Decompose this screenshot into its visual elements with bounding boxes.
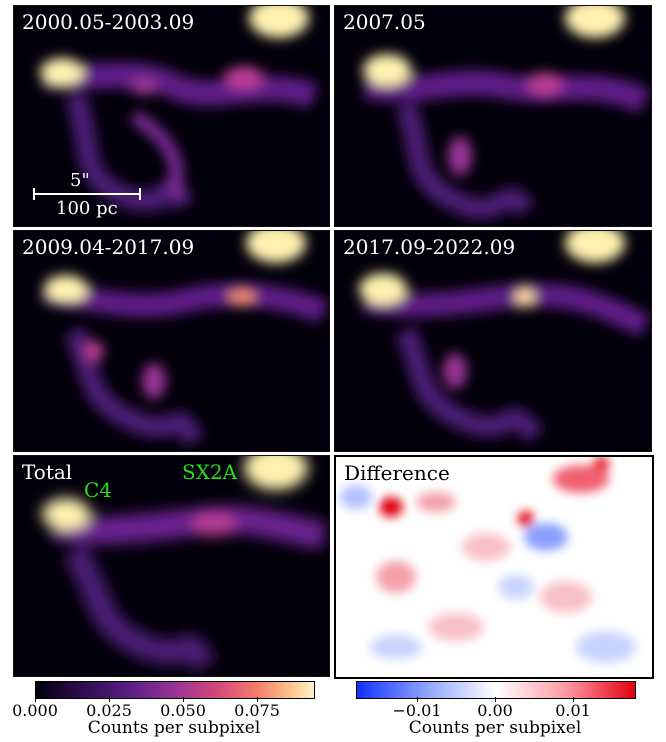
image-panel-2000-2003: 2000.05-2003.09 5" 100 pc [13,5,330,227]
epoch-label: 2000.05-2003.09 [22,10,195,34]
scale-angular-label: 5" [70,170,90,191]
image-panel-total: Total C4 SX2A [13,455,330,677]
colorbar-counts [35,681,315,699]
emission-map [362,6,650,220]
colorbar-tick: −0.01 [392,701,442,720]
colorbar-label: Counts per subpixel [408,718,582,738]
emission-map [40,6,319,212]
panel-label: Total [22,460,73,484]
colorbar-tick: 0.00 [477,701,513,720]
image-panel-2017-2022: 2017.09-2022.09 [334,230,652,452]
image-panel-difference: Difference [334,455,654,679]
epoch-label: 2007.05 [343,10,426,34]
source-label-sx2a: SX2A [182,460,238,484]
panel-label: Difference [344,461,450,485]
colorbar-tick: 0.025 [86,701,132,720]
emission-map [42,456,327,672]
colorbar-tick: 0.01 [555,701,591,720]
colorbar-tick: 0.050 [160,701,206,720]
colorbar-difference [356,681,636,699]
image-panel-2009-2017: 2009.04-2017.09 [13,230,330,452]
difference-map [340,457,636,663]
scale-physical-label: 100 pc [56,198,118,219]
emission-map [41,231,328,447]
colorbar-tick: 0.000 [12,701,58,720]
source-label-c4: C4 [84,478,113,502]
emission-map [359,231,651,443]
scale-bar: 5" 100 pc [32,170,152,222]
colorbar-label: Counts per subpixel [87,718,261,738]
epoch-label: 2017.09-2022.09 [343,235,516,259]
image-panel-2007: 2007.05 [334,5,652,227]
colorbar-tick: 0.075 [234,701,280,720]
epoch-label: 2009.04-2017.09 [22,235,195,259]
